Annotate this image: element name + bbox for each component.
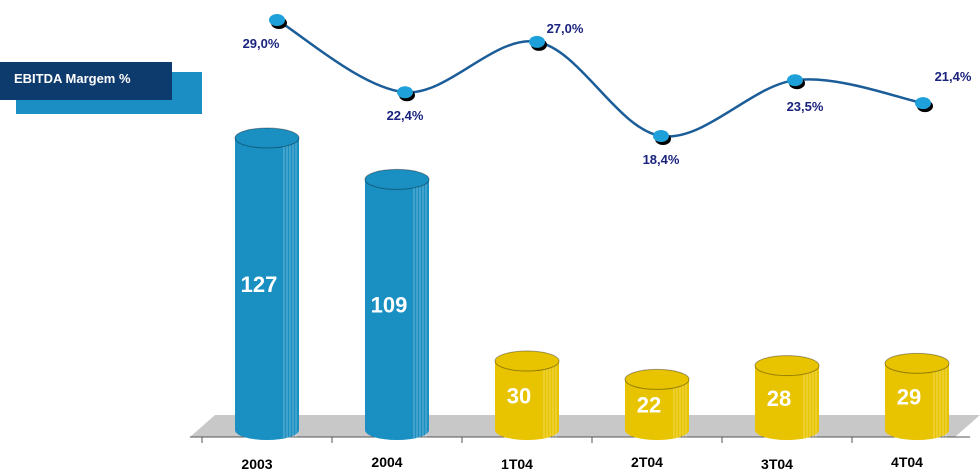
bar (884, 352, 950, 440)
line-value-label: 27,0% (547, 21, 584, 36)
line-value-label: 22,4% (387, 108, 424, 123)
bar-part (494, 350, 560, 372)
x-tick-label: 3T04 (761, 456, 793, 472)
marker (915, 97, 931, 110)
bar-value-label: 22 (637, 393, 661, 418)
x-tick-label: 2T04 (631, 454, 663, 470)
bar-part (235, 138, 299, 430)
line-value-label: 21,4% (935, 69, 972, 84)
bar-part (755, 365, 819, 430)
bar-value-label: 29 (897, 385, 921, 410)
bar-value-label: 28 (767, 386, 791, 411)
floor (190, 415, 980, 437)
bar (754, 355, 820, 440)
bar-part (234, 127, 300, 149)
bar-value-label: 30 (507, 384, 531, 409)
bar-part (884, 352, 950, 374)
bar-part (754, 355, 820, 377)
bar-part (624, 368, 690, 390)
bar (234, 127, 300, 440)
marker (397, 86, 413, 99)
line-value-label: 23,5% (787, 99, 824, 114)
x-tick-label: 2004 (371, 454, 402, 470)
bar-value-label: 127 (241, 272, 278, 297)
bar-part (364, 168, 430, 190)
marker (787, 74, 803, 87)
legend-label: EBITDA Margem % (14, 71, 131, 86)
bar (624, 368, 690, 440)
bar-part (495, 361, 559, 430)
x-tick-label: 2003 (241, 456, 272, 472)
marker (269, 14, 285, 26)
marker (653, 130, 669, 142)
line-value-label: 18,4% (643, 152, 680, 167)
bar (364, 168, 430, 440)
x-tick-label: 1T04 (501, 456, 533, 472)
line (276, 18, 924, 138)
line-value-label: 29,0% (243, 36, 280, 51)
bar-value-label: 109 (371, 293, 408, 318)
bar (494, 350, 560, 440)
legend: EBITDA Margem % (0, 62, 172, 100)
bar-part (885, 363, 949, 430)
x-tick-label: 4T04 (891, 454, 923, 470)
bar-part (365, 179, 429, 430)
marker (529, 35, 545, 48)
